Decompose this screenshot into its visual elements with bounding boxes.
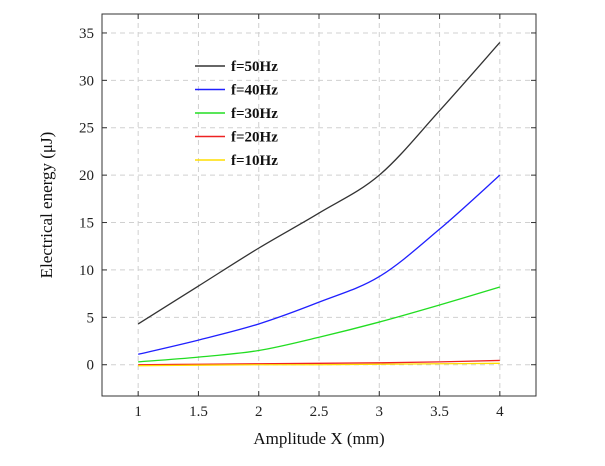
y-tick-label: 5 <box>87 310 95 326</box>
y-tick-label: 20 <box>79 168 94 184</box>
x-axis-label: Amplitude X (mm) <box>253 429 384 448</box>
legend-label: f=50Hz <box>231 59 278 75</box>
x-tick-label: 2.5 <box>310 404 329 420</box>
x-tick-label: 4 <box>496 404 504 420</box>
y-tick-label: 0 <box>87 358 95 374</box>
legend-label: f=40Hz <box>231 83 278 99</box>
y-axis-label: Electrical energy (μJ) <box>37 132 56 279</box>
legend-label: f=20Hz <box>231 130 278 146</box>
series-line-f-40hz <box>138 174 501 355</box>
x-tick-label: 2 <box>255 404 263 420</box>
x-tick-label: 1 <box>134 404 142 420</box>
x-tick-label: 1.5 <box>189 404 208 420</box>
y-tick-label: 25 <box>79 121 94 137</box>
series-line-f-20hz <box>138 359 500 366</box>
legend: f=50Hz f=40Hz f=30Hz f=20Hz f=10Hz <box>195 59 278 169</box>
x-tick-label: 3.5 <box>430 404 449 420</box>
legend-label: f=30Hz <box>231 106 278 122</box>
grid <box>102 14 536 396</box>
y-tick-label: 30 <box>79 73 94 89</box>
series-line-f-50hz <box>137 42 501 325</box>
y-tick-label: 10 <box>79 263 94 279</box>
series-group <box>137 42 501 367</box>
ticks: 1 1.5 2 2.5 3 3.5 4 0 5 10 15 20 25 30 35 <box>79 14 536 420</box>
y-tick-label: 35 <box>79 26 94 42</box>
y-tick-label: 15 <box>79 216 94 232</box>
legend-label: f=10Hz <box>231 153 278 169</box>
series-line-f-30hz <box>138 286 501 363</box>
series-line-f-10hz <box>138 362 500 367</box>
x-tick-label: 3 <box>376 404 384 420</box>
